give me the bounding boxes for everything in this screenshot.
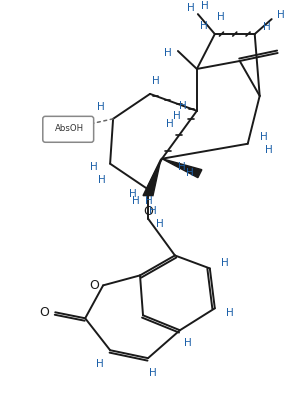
Text: O: O [89, 279, 99, 292]
Text: H: H [187, 3, 195, 13]
Text: H: H [166, 119, 174, 129]
Text: H: H [173, 111, 181, 121]
Text: AbsOH: AbsOH [55, 124, 84, 133]
Text: H: H [217, 12, 225, 22]
Text: H: H [149, 205, 157, 215]
Polygon shape [162, 159, 202, 178]
Polygon shape [143, 159, 161, 196]
Text: H: H [132, 196, 140, 206]
Text: H: H [145, 196, 153, 206]
Text: H: H [184, 338, 192, 348]
FancyBboxPatch shape [43, 116, 94, 142]
Text: H: H [201, 1, 209, 11]
Text: H: H [96, 359, 104, 369]
Text: H: H [98, 175, 106, 185]
Text: H: H [263, 22, 271, 32]
Text: H: H [200, 21, 208, 31]
Text: H: H [179, 101, 187, 111]
Text: H: H [186, 168, 194, 178]
Text: H: H [260, 132, 268, 142]
Text: H: H [265, 145, 273, 155]
Text: O: O [143, 205, 153, 218]
Text: H: H [226, 308, 234, 318]
Text: H: H [178, 162, 186, 172]
Text: H: H [221, 258, 229, 268]
Text: H: H [149, 368, 157, 378]
Text: H: H [90, 162, 98, 172]
Text: H: H [152, 76, 160, 86]
Text: H: H [277, 10, 285, 20]
Text: H: H [129, 189, 137, 199]
Text: H: H [164, 48, 172, 58]
Text: H: H [156, 218, 164, 228]
Text: H: H [97, 102, 105, 112]
Text: O: O [39, 306, 49, 319]
